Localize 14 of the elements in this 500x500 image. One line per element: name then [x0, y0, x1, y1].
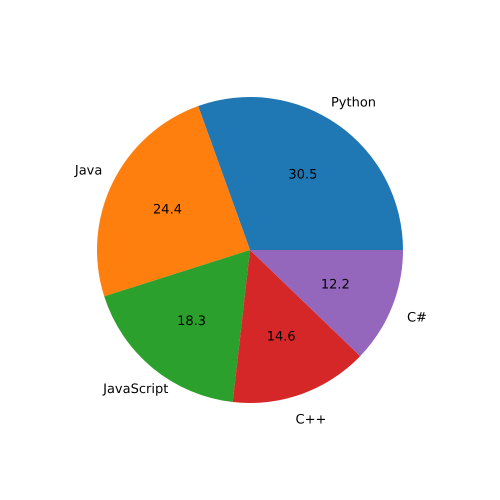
pie-slice [232, 250, 360, 403]
data-label: 30.5 [288, 168, 318, 183]
pie-slice [104, 250, 250, 402]
pie-slice [250, 250, 403, 356]
slice-label: JavaScript [102, 382, 168, 398]
data-label: 18.3 [177, 314, 206, 330]
data-label: 14.6 [266, 330, 296, 345]
data-label: 24.4 [153, 202, 182, 218]
pie-slice [198, 97, 403, 250]
slice-label: Java [74, 163, 102, 178]
slice-label: Python [330, 96, 376, 111]
data-label: 12.2 [320, 277, 350, 292]
slice-label: C# [406, 310, 427, 326]
slice-label: C++ [296, 412, 326, 428]
